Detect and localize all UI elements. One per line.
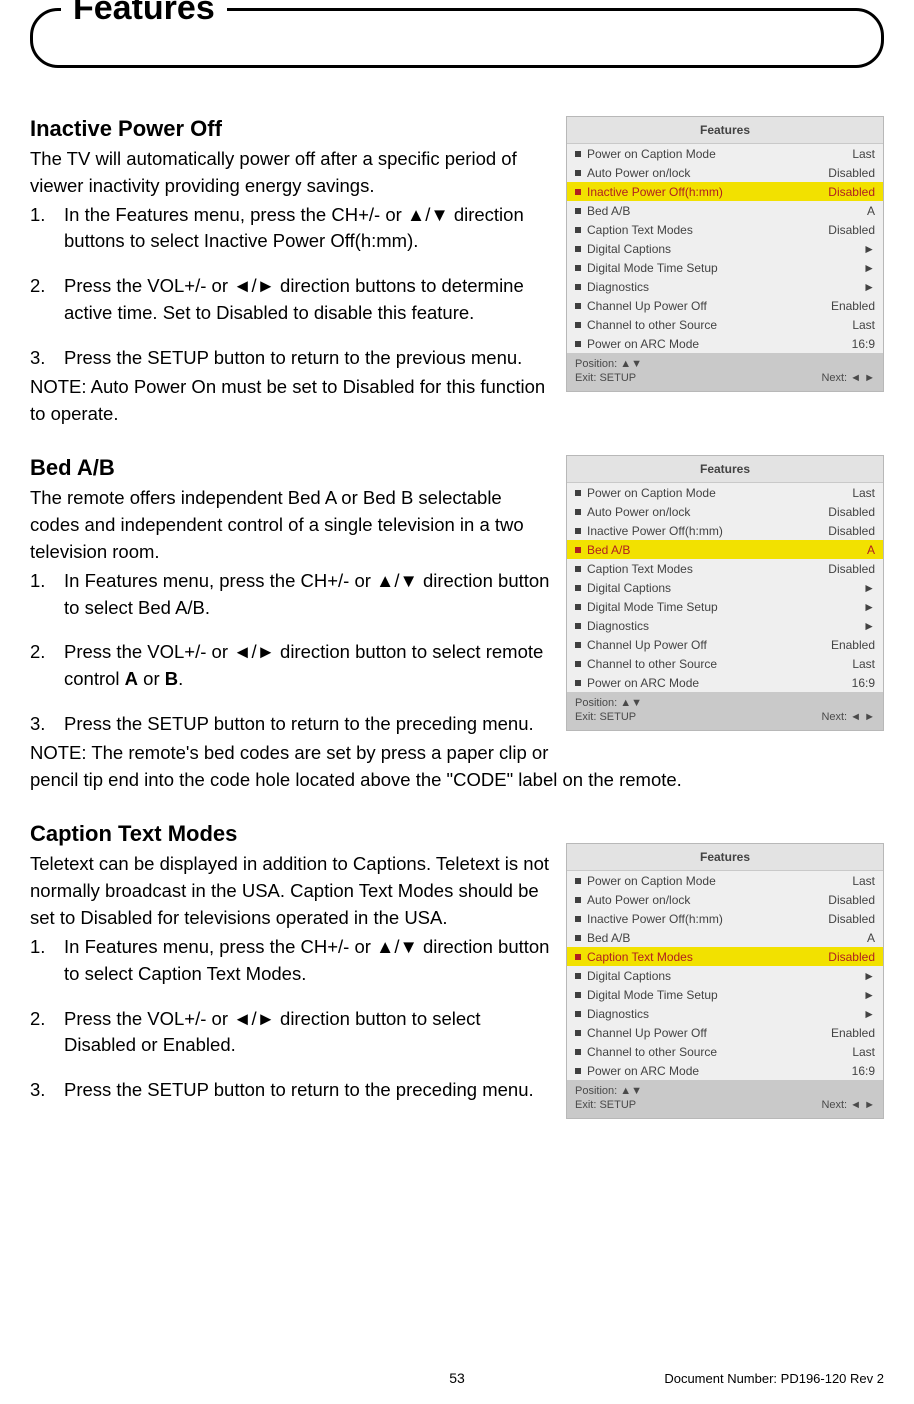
step: In Features menu, press the CH+/- or ▲/▼… <box>30 568 884 622</box>
tv-menu-row: Inactive Power Off(h:mm)Disabled <box>567 909 883 928</box>
tv-menu-title: Features <box>567 844 883 871</box>
tv-menu-value: Disabled <box>828 893 875 907</box>
tv-menu-label: Digital Mode Time Setup <box>587 988 863 1002</box>
step: In Features menu, press the CH+/- or ▲/▼… <box>30 934 884 988</box>
tv-menu-row: Power on Caption ModeLast <box>567 871 883 890</box>
step: Press the SETUP button to return to the … <box>30 711 884 738</box>
tv-menu-value: Last <box>852 486 875 500</box>
step: Press the SETUP button to return to the … <box>30 1077 884 1104</box>
tv-menu-row: Power on Caption ModeLast <box>567 483 883 502</box>
tv-menu-label: Inactive Power Off(h:mm) <box>587 185 828 199</box>
tv-menu-label: Power on ARC Mode <box>587 1064 852 1078</box>
bullet-icon <box>575 992 581 998</box>
bullet-icon <box>575 897 581 903</box>
tv-menu-title: Features <box>567 456 883 483</box>
tv-menu-label: Auto Power on/lock <box>587 893 828 907</box>
header-frame: Features <box>30 8 884 68</box>
bullet-icon <box>575 509 581 515</box>
page-header: Features <box>30 8 884 68</box>
bold: B <box>165 668 178 689</box>
tv-menu-row: Power on Caption ModeLast <box>567 144 883 163</box>
bullet-icon <box>575 916 581 922</box>
bullet-icon <box>575 547 581 553</box>
tv-menu-label: Power on Caption Mode <box>587 486 852 500</box>
tv-menu-label: Bed A/B <box>587 543 867 557</box>
bold: A <box>125 668 138 689</box>
header-title: Features <box>73 0 215 27</box>
tv-menu-row: Digital Mode Time Setup► <box>567 985 883 1004</box>
tv-menu-row: Inactive Power Off(h:mm)Disabled <box>567 182 883 201</box>
tv-menu-value: Disabled <box>828 185 875 199</box>
bullet-icon <box>575 1068 581 1074</box>
tv-menu-value: Last <box>852 874 875 888</box>
bullet-icon <box>575 490 581 496</box>
step-list: In the Features menu, press the CH+/- or… <box>30 202 884 372</box>
tv-menu-label: Power on Caption Mode <box>587 147 852 161</box>
step: Press the VOL+/- or ◄/► direction button… <box>30 1006 884 1060</box>
page-content: FeaturesPower on Caption ModeLastAuto Po… <box>30 116 884 1129</box>
step: Press the SETUP button to return to the … <box>30 345 884 372</box>
tv-menu-value: ► <box>863 988 875 1002</box>
section-bed-ab: FeaturesPower on Caption ModeLastAuto Po… <box>30 455 884 793</box>
tv-menu-label: Inactive Power Off(h:mm) <box>587 912 828 926</box>
tv-menu-row: Auto Power on/lockDisabled <box>567 890 883 909</box>
tv-menu-value: Disabled <box>828 524 875 538</box>
bullet-icon <box>575 170 581 176</box>
step: Press the VOL+/- or ◄/► direction button… <box>30 639 884 693</box>
section-caption-text-modes: FeaturesPower on Caption ModeLastAuto Po… <box>30 821 884 1129</box>
bullet-icon <box>575 265 581 271</box>
step-list: In Features menu, press the CH+/- or ▲/▼… <box>30 568 884 738</box>
step-text: . <box>178 668 183 689</box>
tv-menu-label: Auto Power on/lock <box>587 505 828 519</box>
bullet-icon <box>575 528 581 534</box>
tv-menu-value: Disabled <box>828 166 875 180</box>
step: Press the VOL+/- or ◄/► direction button… <box>30 273 884 327</box>
tv-menu-row: Auto Power on/lockDisabled <box>567 502 883 521</box>
bullet-icon <box>575 878 581 884</box>
bullet-icon <box>575 623 581 629</box>
step: In the Features menu, press the CH+/- or… <box>30 202 884 256</box>
step-list: In Features menu, press the CH+/- or ▲/▼… <box>30 934 884 1104</box>
document-number: Document Number: PD196-120 Rev 2 <box>664 1371 884 1386</box>
section-inactive-power-off: FeaturesPower on Caption ModeLastAuto Po… <box>30 116 884 427</box>
bullet-icon <box>575 151 581 157</box>
bullet-icon <box>575 189 581 195</box>
tv-menu-label: Power on Caption Mode <box>587 874 852 888</box>
tv-menu-title: Features <box>567 117 883 144</box>
note: NOTE: The remote's bed codes are set by … <box>30 740 884 794</box>
tv-menu-row: Auto Power on/lockDisabled <box>567 163 883 182</box>
footer-next: Next: ◄ ► <box>821 372 875 384</box>
tv-menu-row: Inactive Power Off(h:mm)Disabled <box>567 521 883 540</box>
tv-menu-value: Disabled <box>828 505 875 519</box>
tv-menu-label: Inactive Power Off(h:mm) <box>587 524 828 538</box>
tv-menu-row: Bed A/BA <box>567 540 883 559</box>
tv-menu-value: Disabled <box>828 912 875 926</box>
footer-exit: Exit: SETUP <box>575 372 636 384</box>
tv-menu-label: Auto Power on/lock <box>587 166 828 180</box>
tv-menu-value: A <box>867 543 875 557</box>
footer-position: Position: ▲▼ <box>575 697 642 709</box>
tv-menu-value: 16:9 <box>852 1064 875 1078</box>
header-title-wrap: Features <box>61 0 227 28</box>
step-text: or <box>138 668 165 689</box>
tv-menu-value: Last <box>852 147 875 161</box>
